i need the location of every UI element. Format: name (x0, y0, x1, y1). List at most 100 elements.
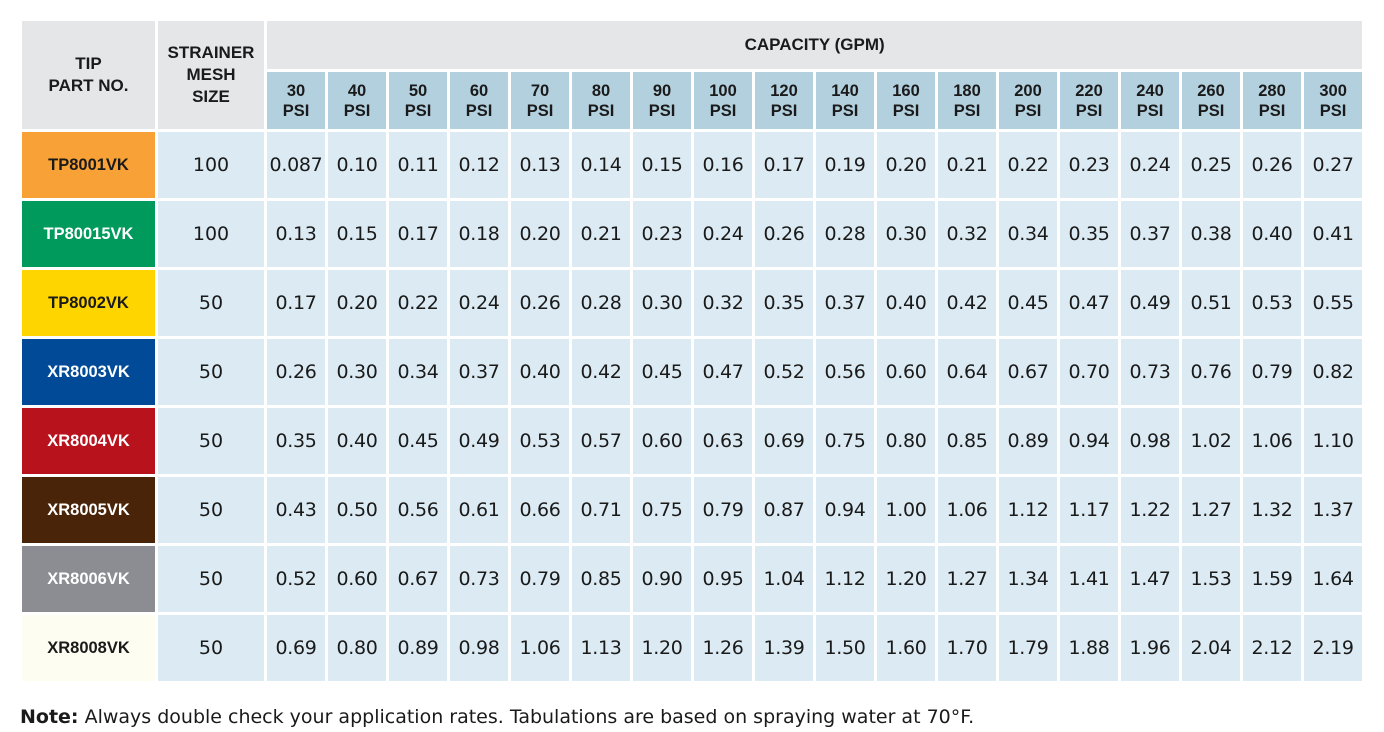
psi-unit: PSI (343, 101, 371, 120)
capacity-value: 0.49 (450, 408, 508, 474)
capacity-value: 0.13 (511, 132, 569, 198)
capacity-value: 1.64 (1304, 546, 1363, 612)
table-row: TP8002VK 50 0.17 0.20 0.22 0.24 0.26 0.28 0.30 0.… (22, 270, 1363, 336)
psi-value: 300 (1319, 81, 1347, 100)
psi-value: 60 (469, 81, 489, 100)
capacity-value: 0.89 (999, 408, 1057, 474)
psi-unit: PSI (709, 101, 737, 120)
capacity-value: 0.94 (1060, 408, 1118, 474)
capacity-value: 0.61 (450, 477, 508, 543)
psi-value: 240 (1136, 81, 1164, 100)
psi-value: 180 (953, 81, 981, 100)
psi-column-header: 280 PSI (1243, 72, 1301, 129)
tip-part-number: XR8003VK (22, 339, 155, 405)
capacity-value: 2.04 (1182, 615, 1240, 681)
capacity-value: 2.19 (1304, 615, 1363, 681)
psi-column-header: 180 PSI (938, 72, 996, 129)
psi-value: 90 (652, 81, 672, 100)
psi-unit: PSI (892, 101, 920, 120)
capacity-value: 0.98 (1121, 408, 1179, 474)
capacity-value: 1.60 (877, 615, 935, 681)
capacity-value: 0.50 (328, 477, 386, 543)
capacity-value: 0.85 (572, 546, 630, 612)
capacity-value: 1.10 (1304, 408, 1363, 474)
strainer-mesh-size: 50 (158, 546, 264, 612)
capacity-value: 0.45 (389, 408, 447, 474)
psi-column-header: 240 PSI (1121, 72, 1179, 129)
capacity-value: 1.79 (999, 615, 1057, 681)
capacity-value: 0.34 (389, 339, 447, 405)
note-label: Note: (20, 706, 79, 728)
capacity-value: 0.40 (328, 408, 386, 474)
capacity-value: 1.12 (816, 546, 874, 612)
capacity-value: 0.63 (694, 408, 752, 474)
tip-part-number: TP8002VK (22, 270, 155, 336)
capacity-value: 1.12 (999, 477, 1057, 543)
capacity-value: 0.47 (1060, 270, 1118, 336)
capacity-value: 0.24 (450, 270, 508, 336)
tip-part-number: TP8001VK (22, 132, 155, 198)
psi-column-header: 90 PSI (633, 72, 691, 129)
capacity-value: 0.37 (1121, 201, 1179, 267)
strainer-mesh-size: 50 (158, 477, 264, 543)
tip-part-number: TP80015VK (22, 201, 155, 267)
capacity-value: 0.26 (511, 270, 569, 336)
capacity-value: 0.30 (328, 339, 386, 405)
capacity-value: 0.67 (389, 546, 447, 612)
capacity-value: 1.06 (1243, 408, 1301, 474)
psi-value: 30 (286, 81, 306, 100)
tip-part-number: XR8008VK (22, 615, 155, 681)
capacity-value: 0.28 (816, 201, 874, 267)
capacity-value: 0.90 (633, 546, 691, 612)
psi-unit: PSI (770, 101, 798, 120)
capacity-value: 0.82 (1304, 339, 1363, 405)
table-row: XR8004VK 50 0.35 0.40 0.45 0.49 0.53 0.57 0.60 0.… (22, 408, 1363, 474)
strainer-mesh-size: 50 (158, 408, 264, 474)
capacity-value: 1.20 (877, 546, 935, 612)
capacity-value: 1.37 (1304, 477, 1363, 543)
capacity-value: 0.10 (328, 132, 386, 198)
capacity-value: 0.56 (816, 339, 874, 405)
psi-unit: PSI (1197, 101, 1225, 120)
capacity-value: 0.11 (389, 132, 447, 198)
capacity-value: 0.43 (267, 477, 325, 543)
table-body: TP8001VK 100 0.087 0.10 0.11 0.12 0.13 0.14 0.15… (22, 132, 1363, 681)
capacity-value: 1.50 (816, 615, 874, 681)
capacity-value: 1.04 (755, 546, 813, 612)
capacity-value: 1.22 (1121, 477, 1179, 543)
note-text: Always double check your application rat… (78, 706, 975, 728)
capacity-value: 0.67 (999, 339, 1057, 405)
table-row: XR8008VK 50 0.69 0.80 0.89 0.98 1.06 1.13 1.20 1.… (22, 615, 1363, 681)
capacity-value: 0.66 (511, 477, 569, 543)
capacity-value: 0.45 (633, 339, 691, 405)
capacity-value: 0.22 (389, 270, 447, 336)
capacity-value: 0.79 (694, 477, 752, 543)
capacity-value: 1.47 (1121, 546, 1179, 612)
capacity-value: 0.27 (1304, 132, 1363, 198)
capacity-value: 0.79 (511, 546, 569, 612)
capacity-value: 0.40 (1243, 201, 1301, 267)
capacity-value: 0.17 (389, 201, 447, 267)
capacity-value: 0.52 (267, 546, 325, 612)
capacity-value: 0.75 (816, 408, 874, 474)
capacity-value: 1.88 (1060, 615, 1118, 681)
capacity-value: 0.60 (877, 339, 935, 405)
header-row-title: TIP PART NO. STRAINER MESH SIZE CAPACITY… (22, 21, 1363, 129)
capacity-value: 1.17 (1060, 477, 1118, 543)
capacity-value: 0.37 (450, 339, 508, 405)
strainer-mesh-size: 100 (158, 132, 264, 198)
psi-unit: PSI (1258, 101, 1286, 120)
capacity-value: 0.22 (999, 132, 1057, 198)
capacity-value: 0.51 (1182, 270, 1240, 336)
capacity-value: 0.57 (572, 408, 630, 474)
capacity-value: 1.20 (633, 615, 691, 681)
table-row: XR8006VK 50 0.52 0.60 0.67 0.73 0.79 0.85 0.90 0.… (22, 546, 1363, 612)
psi-unit: PSI (1319, 101, 1347, 120)
psi-unit: PSI (1014, 101, 1042, 120)
capacity-value: 0.32 (938, 201, 996, 267)
capacity-value: 0.41 (1304, 201, 1363, 267)
capacity-value: 0.12 (450, 132, 508, 198)
capacity-value: 0.087 (267, 132, 325, 198)
capacity-value: 0.30 (633, 270, 691, 336)
capacity-value: 0.34 (999, 201, 1057, 267)
